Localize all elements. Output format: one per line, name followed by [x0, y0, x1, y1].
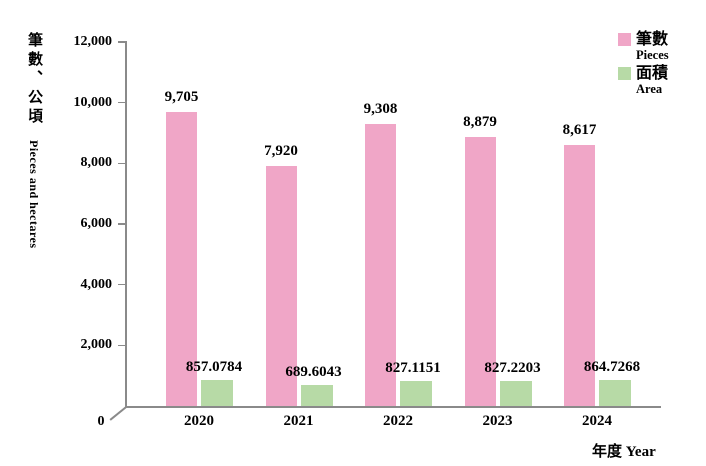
bar-label-area-2020: 857.0784	[185, 359, 243, 375]
legend-text-area: 面積 Area	[636, 64, 668, 96]
x-label-2023: 2023	[482, 413, 513, 429]
bar-label-pieces-2022: 9,308	[363, 100, 398, 117]
y-axis-title-en: Pieces and hectares	[27, 140, 41, 249]
y-tick-label-8000: 8,000	[80, 155, 113, 171]
y-tick-12000	[118, 41, 126, 43]
legend-label-area-zh: 面積	[636, 65, 669, 82]
y-tick-label-2000: 2,000	[80, 337, 113, 353]
bar-label-area-2022: 827.1151	[385, 359, 441, 376]
y-tick-label-6000: 6,000	[80, 216, 113, 231]
bar-label-pieces-2020: 9,705	[164, 88, 199, 105]
legend-text-pieces: 筆數 Pieces	[636, 30, 669, 62]
bar-area-2022	[400, 380, 432, 406]
y-axis-title: 筆數、公頃 Pieces and hectares	[24, 32, 45, 432]
bar-label-area-2023: 827.2203	[484, 359, 541, 376]
legend-label-area-en: Area	[636, 82, 663, 96]
x-label-2024: 2024	[582, 413, 612, 429]
legend-item-pieces: 筆數 Pieces	[618, 30, 669, 62]
legend-label-pieces-zh: 筆數	[636, 31, 669, 48]
y-tick-2000	[118, 344, 126, 347]
y-tick-label-12000: 12,000	[73, 34, 113, 49]
bar-label-pieces-2021: 7,920	[264, 142, 298, 159]
origin-diagonal-line	[109, 405, 127, 421]
x-label-2021: 2021	[283, 413, 314, 429]
bar-label-pieces-2024: 8,617	[562, 121, 597, 138]
bar-area-2023	[499, 380, 532, 406]
legend-item-area: 面積 Area	[618, 64, 668, 96]
x-axis-title: 年度 Year	[592, 444, 656, 460]
y-tick-10000	[118, 101, 126, 104]
bar-area-2020	[201, 380, 233, 406]
bar-label-area-2021: 689.6043	[285, 364, 342, 381]
y-tick-8000	[118, 162, 126, 165]
bar-pieces-2023	[464, 136, 496, 406]
y-axis-title-zh: 筆數、公頃	[26, 32, 42, 127]
legend-swatch-area	[618, 67, 631, 80]
y-tick-6000	[118, 223, 126, 225]
y-tick-label-10000: 10,000	[73, 94, 113, 110]
legend-label-pieces-en: Pieces	[636, 48, 669, 62]
origin-zero-label: 0	[97, 414, 105, 429]
legend-swatch-pieces	[618, 33, 631, 46]
bar-label-pieces-2023: 8,879	[463, 113, 497, 130]
bar-area-2024	[599, 379, 631, 406]
bar-area-2021	[300, 385, 333, 406]
bar-pieces-2020	[166, 111, 197, 406]
bar-pieces-2022	[365, 123, 396, 406]
y-tick-label-4000: 4,000	[80, 276, 113, 292]
y-tick-4000	[118, 283, 126, 286]
bar-pieces-2024	[564, 144, 595, 406]
x-axis-line	[125, 406, 661, 408]
bar-pieces-2021	[265, 165, 297, 406]
bar-label-area-2024: 864.7268	[583, 358, 641, 375]
x-label-2020: 2020	[184, 413, 214, 429]
x-label-2022: 2022	[383, 413, 413, 429]
